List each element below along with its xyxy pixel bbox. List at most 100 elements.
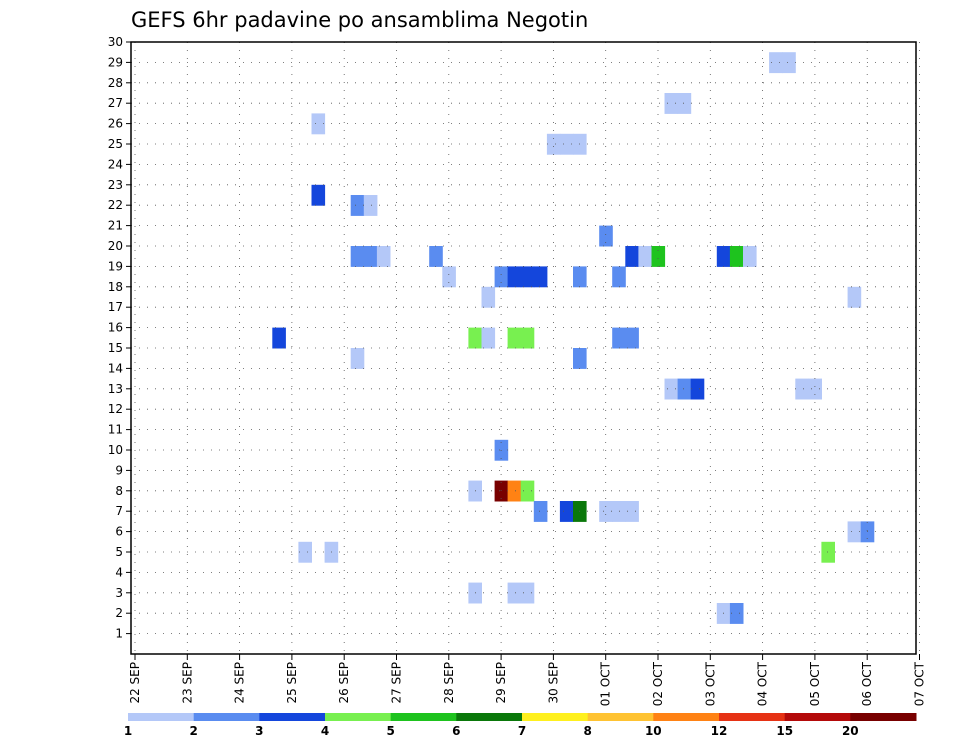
heatmap-cell	[677, 93, 692, 114]
heatmap-cell	[311, 184, 326, 206]
grid-lines	[131, 41, 920, 654]
heatmap-cell	[625, 501, 639, 522]
heatmap-cell	[808, 378, 822, 400]
y-tick-label: 4	[115, 565, 123, 579]
heatmap-cells	[272, 52, 875, 624]
heatmap-cell	[795, 378, 809, 400]
y-tick-label: 22	[108, 198, 123, 212]
heatmap-cell	[350, 348, 365, 369]
x-tick-label: 04 OCT	[756, 661, 770, 706]
heatmap-cell	[769, 52, 783, 74]
heatmap-cell	[363, 195, 378, 216]
colorbar-label: 1	[124, 724, 132, 738]
colorbar-label: 8	[584, 724, 592, 738]
y-tick-label: 11	[108, 423, 123, 437]
heatmap-cell	[298, 541, 312, 563]
x-tick-label: 30 SEP	[546, 662, 560, 704]
heatmap-cell	[546, 133, 561, 155]
heatmap-cell	[664, 93, 679, 114]
y-tick-label: 16	[108, 321, 123, 335]
heatmap-cell	[507, 266, 522, 288]
heatmap-cell	[690, 378, 705, 400]
y-tick-label: 23	[108, 178, 123, 192]
heatmap-cell	[272, 327, 286, 349]
y-tick-label: 1	[115, 627, 123, 641]
heatmap-cell	[625, 327, 639, 349]
y-tick-label: 5	[115, 545, 123, 559]
heatmap-cell	[573, 266, 587, 288]
heatmap-cell	[494, 480, 509, 502]
x-tick-label: 05 OCT	[808, 661, 822, 706]
y-tick-label: 9	[115, 463, 123, 477]
heatmap-cell	[350, 246, 365, 267]
y-tick-label: 25	[108, 137, 123, 151]
heatmap-cell	[847, 521, 862, 543]
heatmap-cell	[782, 52, 796, 74]
y-tick-label: 18	[108, 280, 123, 294]
heatmap-cell	[429, 246, 443, 267]
heatmap-cell	[847, 286, 862, 308]
colorbar-swatch	[653, 713, 720, 721]
heatmap-cell	[612, 266, 626, 288]
y-tick-label: 6	[115, 525, 123, 539]
heatmap-cell	[677, 378, 692, 400]
heatmap-cell	[520, 327, 535, 349]
y-tick-label: 2	[115, 606, 123, 620]
colorbar-label: 6	[452, 724, 460, 738]
heatmap-cell	[376, 246, 391, 267]
y-tick-label: 28	[108, 76, 123, 90]
x-tick-label: 06 OCT	[860, 661, 874, 706]
colorbar-label: 3	[255, 724, 263, 738]
x-tick-label: 24 SEP	[233, 662, 247, 704]
y-tick-label: 26	[108, 117, 123, 131]
heatmap-cell	[520, 480, 535, 502]
heatmap-cell	[507, 582, 522, 604]
heatmap-cell	[743, 246, 757, 267]
heatmap-cell	[729, 603, 744, 624]
heatmap-cell	[481, 286, 496, 308]
x-tick-label: 26 SEP	[337, 662, 351, 704]
colorbar-label: 5	[387, 724, 395, 738]
y-tick-label: 13	[108, 382, 123, 396]
colorbar-swatch	[456, 713, 523, 721]
y-axis: 1234567891011121314151617181920212223242…	[108, 35, 131, 641]
heatmap-cell	[573, 348, 587, 369]
colorbar-label: 15	[776, 724, 793, 738]
y-tick-label: 19	[108, 259, 123, 273]
x-tick-label: 07 OCT	[913, 661, 927, 706]
y-tick-label: 20	[108, 239, 123, 253]
colorbar-swatch	[850, 713, 917, 721]
y-tick-label: 24	[108, 157, 123, 171]
heatmap-cell	[559, 133, 574, 155]
heatmap-cell	[821, 541, 835, 563]
x-tick-label: 27 SEP	[390, 662, 404, 704]
heatmap-cell	[625, 246, 639, 267]
y-tick-label: 14	[108, 361, 123, 375]
colorbar-label: 12	[711, 724, 728, 738]
heatmap-cell	[599, 501, 613, 522]
colorbar-swatch	[522, 713, 589, 721]
colorbar-label: 10	[645, 724, 662, 738]
y-tick-label: 15	[108, 341, 123, 355]
heatmap-cell	[729, 246, 744, 267]
y-tick-label: 8	[115, 484, 123, 498]
y-tick-label: 27	[108, 96, 123, 110]
colorbar-swatch	[193, 713, 260, 721]
heatmap-cell	[494, 266, 509, 288]
heatmap-cell	[520, 266, 535, 288]
heatmap-cell	[442, 266, 456, 288]
x-tick-label: 01 OCT	[599, 661, 613, 706]
y-tick-label: 12	[108, 402, 123, 416]
x-tick-label: 02 OCT	[651, 661, 665, 706]
heatmap-cell	[507, 327, 522, 349]
y-tick-label: 7	[115, 504, 123, 518]
x-tick-label: 25 SEP	[285, 662, 299, 704]
colorbar-label: 20	[842, 724, 859, 738]
x-tick-label: 22 SEP	[128, 662, 142, 704]
colorbar-swatch	[390, 713, 457, 721]
colorbar-label: 7	[518, 724, 526, 738]
y-tick-label: 30	[108, 35, 123, 49]
heatmap-cell	[716, 246, 731, 267]
x-axis: 22 SEP 23 SEP 24 SEP 25 SEP 26 SEP 27 SEP 28 S…	[128, 654, 927, 706]
